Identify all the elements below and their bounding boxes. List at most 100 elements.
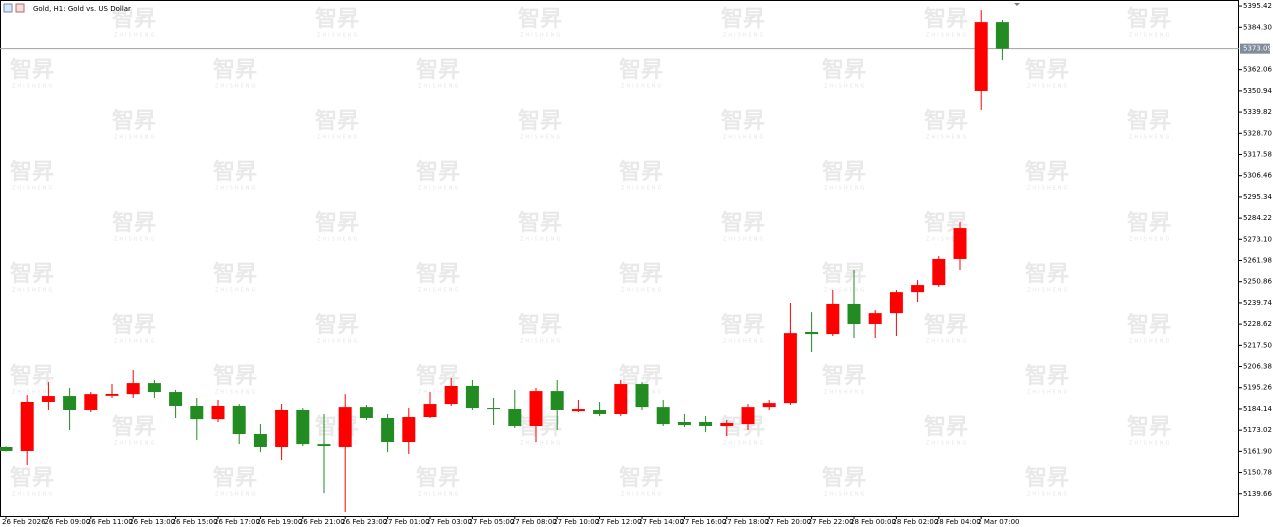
y-tick-label: 5273.10 — [1243, 235, 1272, 243]
y-tick-label: 5150.78 — [1243, 469, 1272, 477]
watermark: 智昇 — [518, 108, 562, 134]
candle-body — [911, 285, 925, 293]
watermark: 智昇 — [1127, 108, 1171, 134]
candle-body — [720, 422, 734, 426]
watermark: 智昇 — [112, 108, 156, 134]
candle-body — [275, 409, 289, 447]
x-tick-label: 26 Feb 21:00 — [299, 518, 345, 526]
watermark-sub: ZHISHENG — [418, 186, 460, 192]
watermark: 智昇 — [1025, 57, 1069, 83]
watermark-sub: ZHISHENG — [520, 33, 562, 39]
candle-body — [0, 446, 13, 451]
watermark: 智昇 — [416, 363, 460, 389]
candle-body — [465, 385, 479, 409]
watermark-sub: ZHISHENG — [12, 288, 54, 294]
watermark-sub: ZHISHENG — [1027, 390, 1069, 396]
candle-body — [805, 331, 819, 335]
watermark: 智昇 — [518, 6, 562, 32]
watermark-sub: ZHISHENG — [114, 135, 156, 141]
candle-body — [635, 384, 649, 408]
watermark: 智昇 — [822, 261, 866, 287]
watermark: 智昇 — [1127, 312, 1171, 338]
watermark: 智昇 — [924, 312, 968, 338]
watermark-sub: ZHISHENG — [418, 288, 460, 294]
watermark: 智昇 — [518, 210, 562, 236]
watermark: 智昇 — [416, 159, 460, 185]
candle-body — [529, 391, 543, 426]
watermark-sub: ZHISHENG — [723, 441, 765, 447]
candle-body — [169, 392, 183, 406]
candle-body — [656, 407, 670, 425]
watermark: 智昇 — [1025, 465, 1069, 491]
x-tick-label: 26 Feb 17:00 — [214, 518, 260, 526]
candle-body — [487, 408, 501, 410]
candle-body — [953, 228, 967, 259]
candle-body — [868, 313, 882, 324]
watermark-sub: ZHISHENG — [723, 33, 765, 39]
watermark: 智昇 — [619, 57, 663, 83]
candle-body — [84, 394, 98, 410]
y-tick-label: 5295.34 — [1243, 193, 1272, 201]
watermark-sub: ZHISHENG — [926, 135, 968, 141]
watermark-sub: ZHISHENG — [215, 288, 257, 294]
watermark-sub: ZHISHENG — [114, 33, 156, 39]
chart-icon — [15, 3, 25, 13]
y-tick-label: 5228.62 — [1243, 320, 1272, 328]
y-tick-label: 5306.46 — [1243, 172, 1272, 180]
x-tick-label: 26 Feb 09:00 — [44, 518, 90, 526]
candle-body — [105, 393, 119, 396]
candle-body — [889, 292, 903, 314]
watermark-sub: ZHISHENG — [114, 339, 156, 345]
candle-body — [20, 401, 34, 451]
candle-body — [614, 384, 628, 414]
watermark-sub: ZHISHENG — [926, 441, 968, 447]
watermark-sub: ZHISHENG — [215, 492, 257, 498]
y-tick-label: 5239.74 — [1243, 299, 1272, 307]
x-tick-label: 27 Feb 01:00 — [384, 518, 430, 526]
watermark-sub: ZHISHENG — [317, 339, 359, 345]
watermark: 智昇 — [213, 363, 257, 389]
watermark-sub: ZHISHENG — [418, 492, 460, 498]
watermark-sub: ZHISHENG — [520, 441, 562, 447]
watermark: 智昇 — [721, 6, 765, 32]
candle-body — [741, 407, 755, 425]
watermark-sub: ZHISHENG — [12, 390, 54, 396]
candle-body — [762, 403, 776, 408]
x-tick-label: 27 Feb 16:00 — [680, 518, 726, 526]
watermark: 智昇 — [822, 159, 866, 185]
last-price-box — [1240, 43, 1270, 54]
watermark: 智昇 — [1127, 414, 1171, 440]
x-tick-label: 27 Feb 22:00 — [808, 518, 854, 526]
watermark-sub: ZHISHENG — [723, 237, 765, 243]
watermark-sub: ZHISHENG — [114, 237, 156, 243]
y-tick-label: 5350.94 — [1243, 87, 1272, 95]
watermark-sub: ZHISHENG — [1129, 237, 1171, 243]
watermark: 智昇 — [822, 465, 866, 491]
watermark-sub: ZHISHENG — [824, 84, 866, 90]
watermark: 智昇 — [112, 414, 156, 440]
watermark-sub: ZHISHENG — [723, 135, 765, 141]
candle-body — [995, 22, 1009, 49]
y-tick-label: 5184.14 — [1243, 405, 1272, 413]
candle-body — [63, 396, 77, 410]
watermark-sub: ZHISHENG — [215, 186, 257, 192]
watermark: 智昇 — [518, 312, 562, 338]
watermark-sub: ZHISHENG — [621, 288, 663, 294]
shift-marker — [1014, 3, 1020, 6]
watermark-sub: ZHISHENG — [926, 33, 968, 39]
watermark-sub: ZHISHENG — [1129, 339, 1171, 345]
chart-icon — [3, 3, 13, 13]
watermark-sub: ZHISHENG — [1129, 135, 1171, 141]
watermark-sub: ZHISHENG — [12, 492, 54, 498]
candle-body — [444, 385, 458, 405]
watermark: 智昇 — [213, 465, 257, 491]
watermark: 智昇 — [619, 159, 663, 185]
watermark: 智昇 — [315, 312, 359, 338]
candle-body — [847, 303, 861, 324]
watermark: 智昇 — [1127, 6, 1171, 32]
y-tick-label: 5195.26 — [1243, 384, 1272, 392]
watermark: 智昇 — [1025, 363, 1069, 389]
y-tick-label: 5384.30 — [1243, 23, 1272, 31]
y-tick-label: 5161.90 — [1243, 447, 1272, 455]
